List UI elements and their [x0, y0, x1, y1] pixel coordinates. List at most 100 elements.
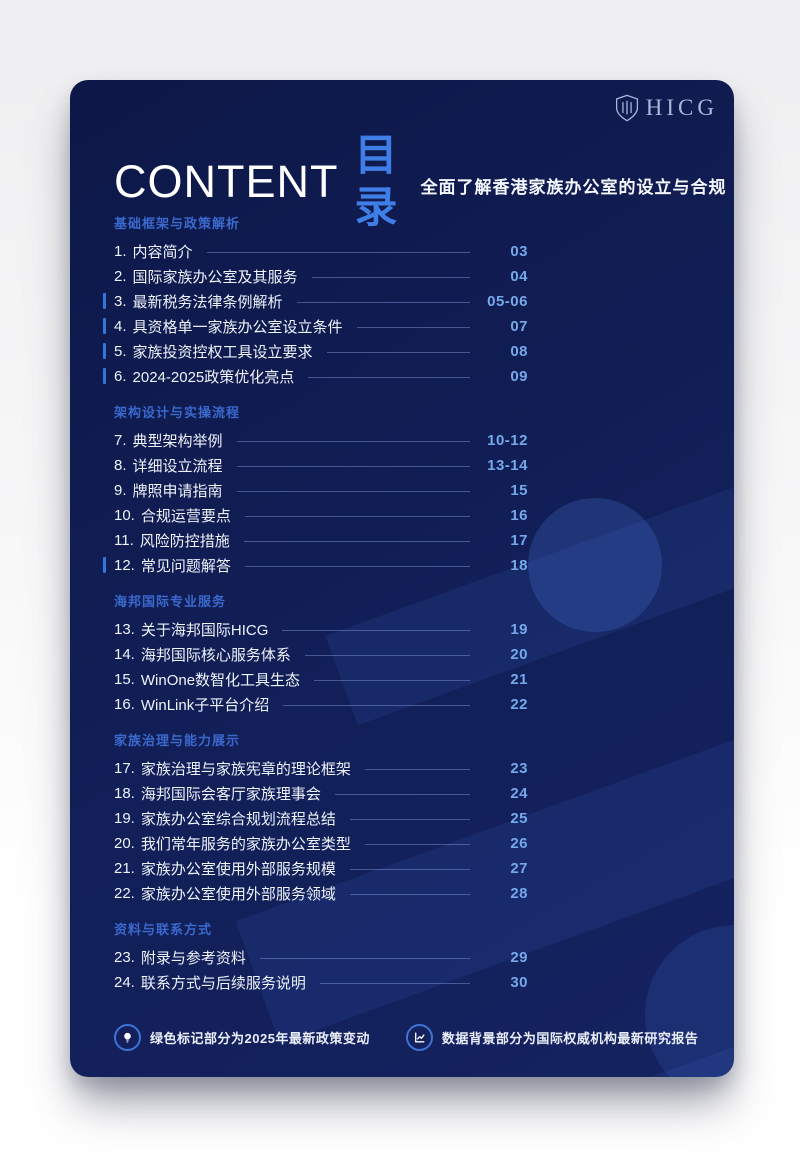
footer-note: 数据背景部分为国际权威机构最新研究报告	[405, 1024, 699, 1051]
leader-line	[304, 654, 470, 656]
highlight-bar	[103, 343, 106, 359]
toc-item[interactable]: 17. 家族治理与家族宪章的理论框架 23	[114, 756, 528, 781]
toc-item[interactable]: 24. 联系方式与后续服务说明 30	[114, 970, 528, 995]
page-title-zh: 目录	[354, 132, 409, 232]
toc-item-label: 家族办公室综合规划流程总结	[140, 811, 336, 828]
toc-item[interactable]: 12. 常见问题解答 18	[103, 553, 528, 578]
leader-line	[356, 326, 470, 328]
leader-line	[259, 957, 470, 959]
toc-item[interactable]: 18. 海邦国际会客厅家族理事会 24	[114, 781, 528, 806]
toc-item[interactable]: 11. 风险防控措施 17	[114, 528, 528, 553]
leader-line	[319, 982, 470, 984]
toc-item-page: 10-12	[487, 432, 528, 449]
toc-item[interactable]: 15. WinOne数智化工具生态 21	[114, 667, 528, 692]
toc-item[interactable]: 8. 详细设立流程 13-14	[114, 453, 528, 478]
toc-item[interactable]: 19. 家族办公室综合规划流程总结 25	[114, 806, 528, 831]
leader-line	[236, 490, 470, 492]
section-rows: 23. 附录与参考资料 29 24. 联系方式与后续服务说明 30	[114, 945, 528, 995]
toc-item[interactable]: 16. WinLink子平台介绍 22	[114, 692, 528, 717]
circle-decoration	[645, 925, 734, 1077]
toc-item-page: 18	[510, 557, 528, 574]
toc-item[interactable]: 20. 我们常年服务的家族办公室类型 26	[114, 831, 528, 856]
page-subtitle: 全面了解香港家族办公室的设立与合规	[420, 177, 727, 197]
section-rows: 17. 家族治理与家族宪章的理论框架 23 18. 海邦国际会客厅家族理事会 2…	[114, 756, 528, 906]
toc-item[interactable]: 13. 关于海邦国际HICG 19	[114, 617, 528, 642]
toc-item-label: 最新税务法律条例解析	[132, 294, 283, 311]
toc-item-page: 07	[510, 318, 528, 335]
toc-item-label: 常见问题解答	[140, 558, 231, 575]
toc-item[interactable]: 23. 附录与参考资料 29	[114, 945, 528, 970]
toc-item-label: 家族投资控权工具设立要求	[132, 344, 313, 361]
toc-item-page: 30	[510, 974, 528, 991]
toc-item-page: 20	[510, 646, 528, 663]
toc-item-number: 12.	[114, 557, 135, 574]
footer-note-text: 数据背景部分为国际权威机构最新研究报告	[441, 1031, 699, 1046]
toc-item[interactable]: 2. 国际家族办公室及其服务 04	[114, 264, 528, 289]
footer-notes: 绿色标记部分为2025年最新政策变动 数据背景部分为国际权威机构最新研究报告	[114, 1024, 710, 1051]
toc-item-number: 16.	[114, 696, 135, 713]
highlight-bar	[103, 318, 106, 334]
toc-item-page: 29	[510, 949, 528, 966]
toc-item-page: 28	[510, 885, 528, 902]
toc-item-page: 05-06	[487, 293, 528, 310]
leader-line	[244, 565, 470, 567]
leader-line	[244, 515, 470, 517]
toc-item[interactable]: 7. 典型架构举例 10-12	[114, 428, 528, 453]
leader-line	[283, 704, 470, 706]
toc-item[interactable]: 3. 最新税务法律条例解析 05-06	[103, 289, 528, 314]
shield-logo-icon	[615, 94, 639, 122]
toc-item-page: 09	[510, 368, 528, 385]
leader-line	[296, 301, 470, 303]
section-heading: 家族治理与能力展示	[114, 733, 241, 748]
brand-logo-text: HICG	[645, 95, 718, 120]
toc-section: 基础框架与政策解析 1. 内容简介 03 2. 国际家族办公室及其服务 04 3…	[103, 214, 528, 389]
toc-item[interactable]: 5. 家族投资控权工具设立要求 08	[103, 339, 528, 364]
toc-item-number: 23.	[114, 949, 135, 966]
toc-item-page: 21	[510, 671, 528, 688]
leader-line	[243, 540, 470, 542]
section-rows: 1. 内容简介 03 2. 国际家族办公室及其服务 04 3. 最新税务法律条例…	[103, 239, 528, 389]
toc-item-number: 18.	[114, 785, 135, 802]
toc-item[interactable]: 1. 内容简介 03	[114, 239, 528, 264]
page-title-en: CONTENT	[114, 156, 339, 207]
toc-item-label: WinOne数智化工具生态	[140, 672, 301, 689]
toc-item-number: 9.	[114, 482, 127, 499]
toc-item-number: 21.	[114, 860, 135, 877]
toc-item-label: 联系方式与后续服务说明	[140, 975, 306, 992]
leader-line	[349, 893, 470, 895]
toc-item-page: 16	[510, 507, 528, 524]
section-heading: 资料与联系方式	[114, 922, 213, 937]
toc-item[interactable]: 21. 家族办公室使用外部服务规模 27	[114, 856, 528, 881]
toc-item-number: 8.	[114, 457, 127, 474]
toc-item-number: 2.	[114, 268, 127, 285]
toc-item-number: 14.	[114, 646, 135, 663]
toc-item-page: 08	[510, 343, 528, 360]
toc-item-label: 具资格单一家族办公室设立条件	[132, 319, 343, 336]
toc-item-page: 17	[510, 532, 528, 549]
toc-item-number: 24.	[114, 974, 135, 991]
leader-line	[236, 440, 470, 442]
toc-section: 资料与联系方式 23. 附录与参考资料 29 24. 联系方式与后续服务说明 3…	[114, 920, 528, 995]
toc-item-number: 11.	[114, 532, 134, 549]
toc-item-label: WinLink子平台介绍	[140, 697, 270, 714]
toc-item-number: 6.	[114, 368, 127, 385]
brand-logo: HICG	[615, 94, 718, 122]
toc-item[interactable]: 10. 合规运营要点 16	[114, 503, 528, 528]
report-chart-icon	[405, 1024, 433, 1051]
toc-item-label: 家族办公室使用外部服务规模	[140, 861, 336, 878]
leader-line	[349, 818, 470, 820]
toc-item[interactable]: 22. 家族办公室使用外部服务领域 28	[114, 881, 528, 906]
toc-item-label: 风险防控措施	[139, 533, 230, 550]
leader-line	[364, 843, 470, 845]
toc-item-label: 合规运营要点	[140, 508, 231, 525]
toc-item-label: 国际家族办公室及其服务	[132, 269, 298, 286]
toc-item[interactable]: 14. 海邦国际核心服务体系 20	[114, 642, 528, 667]
footer-note: 绿色标记部分为2025年最新政策变动	[114, 1024, 370, 1051]
toc-page-card: HICG CONTENT 目录 全面了解香港家族办公室的设立与合规 基础框架与政…	[70, 80, 734, 1077]
toc-item-page: 24	[510, 785, 528, 802]
toc-item[interactable]: 6. 2024-2025政策优化亮点 09	[103, 364, 528, 389]
toc-item[interactable]: 4. 具资格单一家族办公室设立条件 07	[103, 314, 528, 339]
toc-item-number: 13.	[114, 621, 135, 638]
toc-item[interactable]: 9. 牌照申请指南 15	[114, 478, 528, 503]
leader-line	[206, 251, 470, 253]
